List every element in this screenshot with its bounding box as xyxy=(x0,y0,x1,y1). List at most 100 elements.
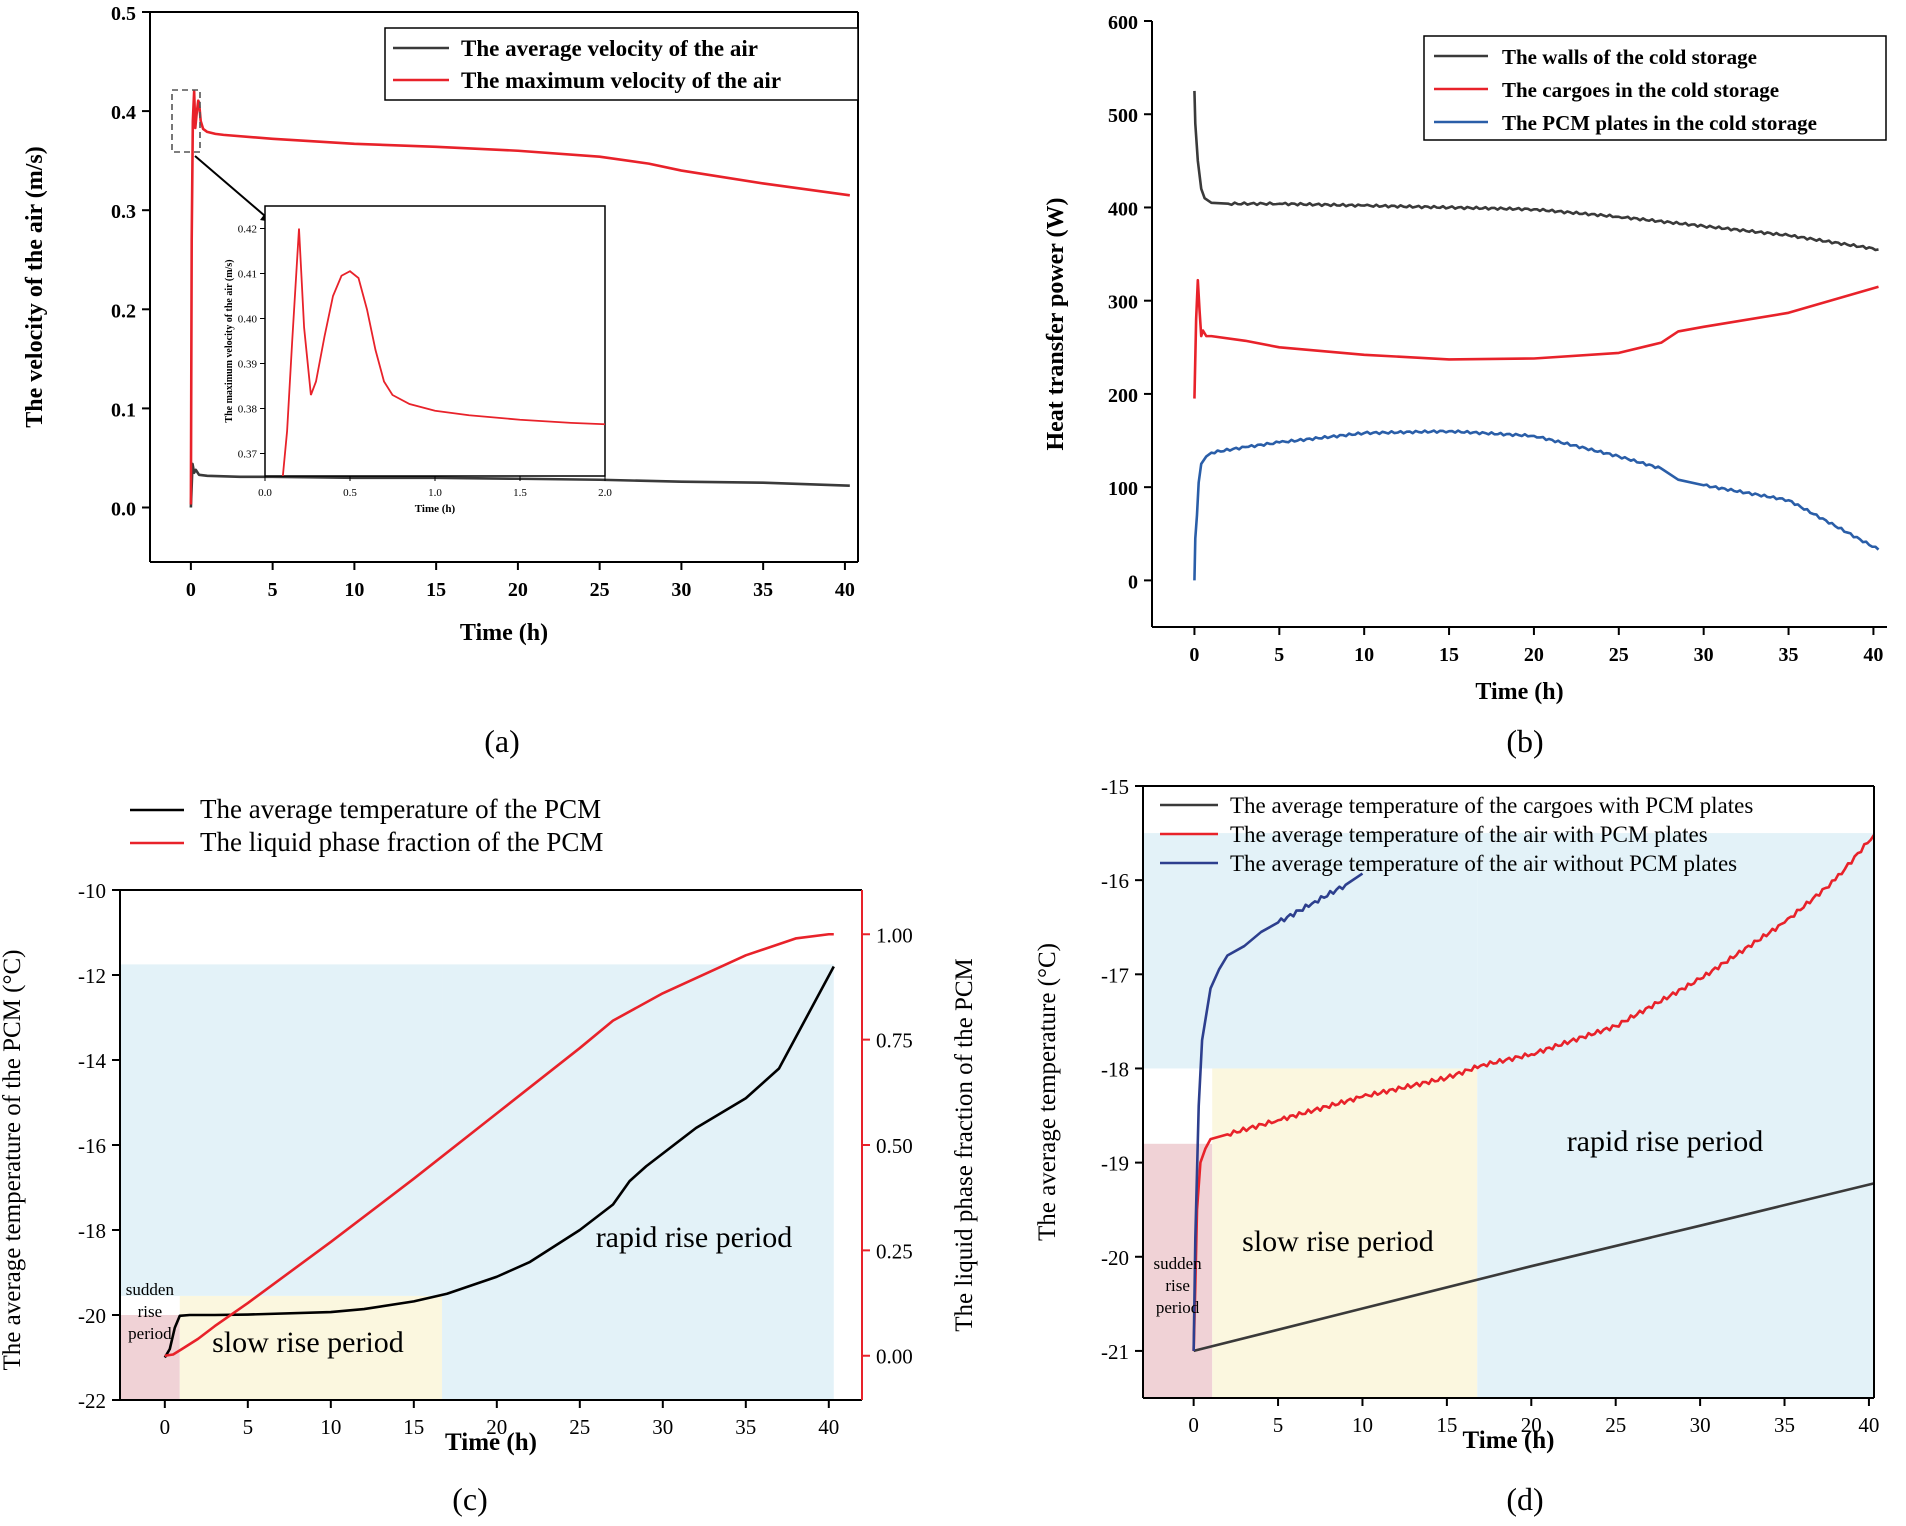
y-tick-label: -16 xyxy=(1101,869,1129,893)
panel-d: 0 5 10 15 20 25 30 35 40 -21 -20 -19 -18 -17 -16 -15 Tim… xyxy=(1034,775,1879,1517)
y-tick-label: 0.1 xyxy=(111,399,136,421)
y-tick-label: 0.3 xyxy=(111,201,136,223)
y-tick-label: -21 xyxy=(1101,1340,1129,1364)
x-tick-label: 15 xyxy=(426,579,446,601)
panel-label: (d) xyxy=(1506,1481,1543,1517)
inset-x-tick-label: 1.0 xyxy=(428,487,442,499)
panel-label: (c) xyxy=(452,1481,488,1517)
inset-y-tick-label: 0.37 xyxy=(238,449,258,461)
y-tick-label: 0.0 xyxy=(111,498,136,520)
y-right-axis-title: The liquid phase fraction of the PCM xyxy=(951,958,978,1332)
x-axis-title: Time (h) xyxy=(1475,679,1563,705)
x-tick-label: 30 xyxy=(652,1415,673,1439)
x-tick-label: 35 xyxy=(1774,1413,1795,1437)
x-tick-label: 40 xyxy=(818,1415,839,1439)
y-tick-label: 100 xyxy=(1108,478,1138,500)
legend-label-2: The maximum velocity of the air xyxy=(461,68,781,93)
y-tick-label: 400 xyxy=(1108,198,1138,220)
panel-a: 0 5 10 15 20 25 30 35 40 0.0 0.1 0.2 0.3 0.4 0.5 Time (… xyxy=(22,3,859,759)
x-tick-label: 5 xyxy=(1273,1413,1284,1437)
inset-y-axis-title: The maximum velocity of the air (m/s) xyxy=(224,259,235,422)
x-tick-label: 0 xyxy=(160,1415,171,1439)
y-tick-label: -19 xyxy=(1101,1152,1129,1176)
x-tick-label: 35 xyxy=(735,1415,756,1439)
y-tick-label: 0.5 xyxy=(111,3,136,25)
inset-y-tick-label: 0.41 xyxy=(238,269,257,281)
legend-label-1: The average temperature of the cargoes w… xyxy=(1230,793,1753,818)
y-tick-label: -22 xyxy=(78,1389,106,1413)
x-tick-label: 0 xyxy=(1188,1413,1199,1437)
series-line-3 xyxy=(1192,872,1364,1351)
y-tick-label: 500 xyxy=(1108,105,1138,127)
legend-label-1: The walls of the cold storage xyxy=(1502,45,1757,69)
y-tick-label: -10 xyxy=(78,879,106,903)
y-right-tick-label: 0.25 xyxy=(876,1239,913,1263)
x-tick-label: 20 xyxy=(1521,1413,1542,1437)
x-tick-label: 10 xyxy=(1352,1413,1373,1437)
y-tick-label: -20 xyxy=(78,1304,106,1328)
y-tick-label: 0.2 xyxy=(111,300,136,322)
x-tick-label: 10 xyxy=(320,1415,341,1439)
region-rect-3 xyxy=(1143,833,1478,1069)
y-tick-label: -14 xyxy=(78,1049,106,1073)
region-label: slow rise period xyxy=(1242,1225,1434,1258)
y-tick-label: -18 xyxy=(78,1219,106,1243)
legend-label-3: The average temperature of the air witho… xyxy=(1230,851,1737,876)
y-tick-label: 200 xyxy=(1108,385,1138,407)
x-axis-title: Time (h) xyxy=(460,620,548,646)
x-tick-label: 25 xyxy=(1605,1413,1626,1437)
x-tick-label: 30 xyxy=(1690,1413,1711,1437)
region-rect-2 xyxy=(1477,833,1874,1398)
inset-y-tick-label: 0.38 xyxy=(238,404,258,416)
x-tick-label: 15 xyxy=(1439,644,1459,666)
x-tick-label: 10 xyxy=(1354,644,1374,666)
region-label-line: rise xyxy=(138,1302,163,1321)
x-tick-label: 0 xyxy=(186,579,196,601)
panel-label: (a) xyxy=(484,723,520,759)
region-rect-0 xyxy=(1143,1143,1213,1398)
inset-y-tick-label: 0.39 xyxy=(238,359,258,371)
legend-label-1: The average temperature of the PCM xyxy=(200,794,601,824)
x-tick-label: 40 xyxy=(1863,644,1883,666)
zoom-arrow xyxy=(194,155,273,223)
x-tick-label: 40 xyxy=(1858,1413,1879,1437)
zoom-marker xyxy=(171,89,201,153)
inset-x-tick-label: 2.0 xyxy=(598,487,612,499)
x-tick-label: 25 xyxy=(569,1415,590,1439)
inset-y-tick-label: 0.42 xyxy=(238,224,257,236)
y-tick-label: -16 xyxy=(78,1134,106,1158)
x-tick-label: 35 xyxy=(1779,644,1799,666)
region-label: rapid rise period xyxy=(596,1221,793,1254)
panel-b: 0 5 10 15 20 25 30 35 400100200300400500600Time … xyxy=(1043,12,1887,759)
series-line-2 xyxy=(1192,834,1876,1351)
y-tick-label: -12 xyxy=(78,964,106,988)
x-axis-title: Time (h) xyxy=(445,1429,537,1456)
y-tick-label: 0 xyxy=(1128,571,1138,593)
y-right-tick-label: 0.75 xyxy=(876,1029,913,1053)
inset-y-tick-label: 0.40 xyxy=(238,314,258,326)
y-tick-label: 300 xyxy=(1108,292,1138,314)
legend-label-2: The cargoes in the cold storage xyxy=(1502,78,1779,102)
panel-label: (b) xyxy=(1506,723,1543,759)
region-label: slow rise period xyxy=(212,1326,404,1359)
y-right-tick-label: 0.50 xyxy=(876,1134,913,1158)
y-axis-title: The average temperature (°C) xyxy=(1034,943,1061,1241)
x-tick-label: 20 xyxy=(1524,644,1544,666)
x-tick-label: 15 xyxy=(1436,1413,1457,1437)
x-tick-label: 0 xyxy=(1189,644,1199,666)
y-axis-title: The velocity of the air (m/s) xyxy=(22,146,48,428)
region-label-line: period xyxy=(1156,1298,1200,1317)
legend-box xyxy=(384,27,859,101)
y-tick-label: -20 xyxy=(1101,1246,1129,1270)
x-tick-label: 25 xyxy=(590,579,610,601)
series-line-2 xyxy=(189,89,850,505)
x-axis-title: Time (h) xyxy=(1463,1427,1555,1454)
inset-x-axis-title: Time (h) xyxy=(415,503,456,515)
series-line-1 xyxy=(1193,90,1879,252)
series-line-1 xyxy=(1193,1182,1875,1353)
y-tick-label: -17 xyxy=(1101,963,1129,987)
series-line-2 xyxy=(164,932,834,1358)
x-tick-label: 35 xyxy=(753,579,773,601)
series-line-1 xyxy=(189,462,850,508)
